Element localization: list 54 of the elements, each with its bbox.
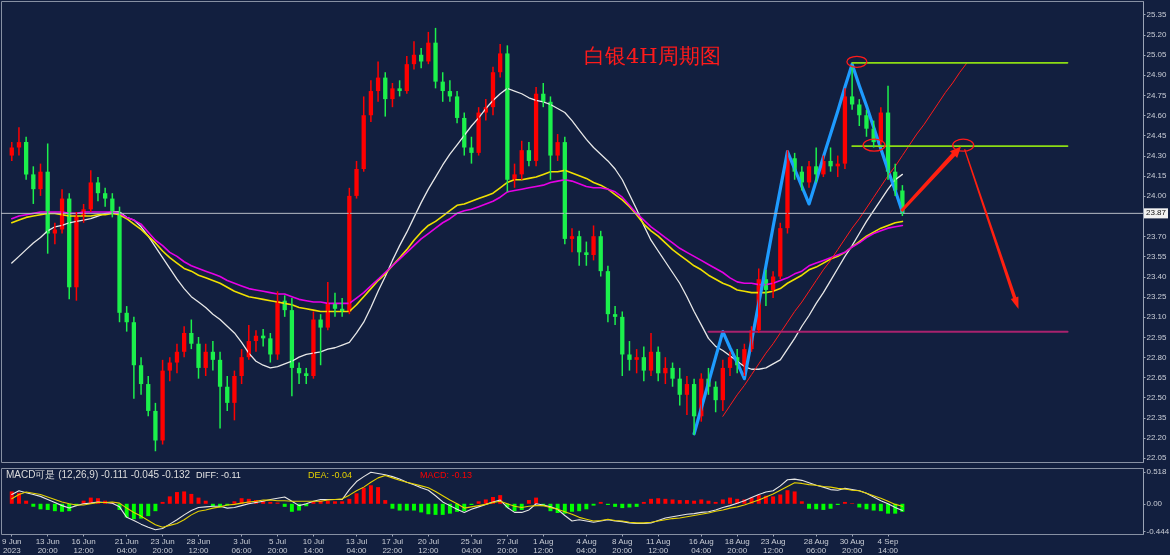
text: DIFF: -0.11 xyxy=(196,470,241,480)
y-tick-label: 25.35 xyxy=(1146,9,1168,19)
y-tick-label: 24.30 xyxy=(1146,151,1168,161)
chart-title: MACD可是 (12,26,9) -0.111 -0.045 -0.132 xyxy=(6,469,191,480)
y-tick-label: 24.00 xyxy=(1146,191,1168,201)
x-tick-label: 23 Jun 20:00 xyxy=(150,536,175,555)
y-tick-label: 22.65 xyxy=(1146,372,1168,382)
y-tick-label: 22.80 xyxy=(1146,352,1168,362)
x-tick-label: 13 Jun 20:00 xyxy=(35,536,60,555)
y-tick-label: 24.15 xyxy=(1146,171,1168,181)
y-tick-label: 23.55 xyxy=(1146,251,1168,261)
x-tick-label: 11 Aug 12:00 xyxy=(646,536,671,555)
y-tick-label: 0.518 xyxy=(1146,467,1168,477)
y-tick-label: 24.90 xyxy=(1146,70,1168,80)
x-tick-label: 23 Aug 12:00 xyxy=(760,536,786,555)
x-tick-label: 25 Jul 04:00 xyxy=(460,536,483,555)
x-tick-label: 30 Aug 20:00 xyxy=(839,536,865,555)
y-tick-label: 24.60 xyxy=(1146,110,1168,120)
x-tick-label: 27 Jul 20:00 xyxy=(496,536,519,555)
y-tick-label: 22.20 xyxy=(1146,433,1168,443)
y-tick-label: 24.45 xyxy=(1146,130,1168,140)
y-tick-label: 22.50 xyxy=(1146,392,1168,402)
y-tick-label: 0.00 xyxy=(1146,499,1163,509)
y-tick-label: -0.444 xyxy=(1146,526,1170,536)
x-tick-label: 4 Aug 04:00 xyxy=(576,536,597,555)
y-tick-label: 23.70 xyxy=(1146,231,1168,241)
x-tick-label: 16 Jun 12:00 xyxy=(71,536,96,555)
x-tick-label: 20 Jul 12:00 xyxy=(417,536,440,555)
x-tick-label: 28 Aug 06:00 xyxy=(803,536,829,555)
y-tick-label: 24.75 xyxy=(1146,90,1168,100)
series-label: DEA: -0.04 xyxy=(308,470,353,480)
y-tick-label: 23.40 xyxy=(1146,272,1168,282)
x-tick-label: 3 Jul 06:00 xyxy=(231,536,253,555)
text: MACD: -0.13 xyxy=(420,470,473,480)
x-tick-label: 28 Jun 12:00 xyxy=(186,536,211,555)
x-tick-label: 21 Jun 04:00 xyxy=(114,536,139,555)
x-tick-label: 8 Aug 20:00 xyxy=(612,536,633,555)
x-tick-label: 13 Jul 04:00 xyxy=(345,536,368,555)
x-tick-label: 10 Jul 14:00 xyxy=(302,536,325,555)
text: 白银4H周期图 xyxy=(584,44,721,68)
y-tick-label: 25.20 xyxy=(1146,30,1168,40)
x-tick-label: 16 Aug 04:00 xyxy=(688,536,714,555)
x-tick-label: 4 Sep 14:00 xyxy=(877,536,900,555)
x-tick-label: 18 Aug 20:00 xyxy=(724,536,750,555)
x-tick-label: 9 Jun 2023 xyxy=(1,536,22,555)
x-tick-label: 17 Jul 22:00 xyxy=(381,536,404,555)
y-tick-label: 22.05 xyxy=(1146,453,1168,463)
y-tick-label: 23.25 xyxy=(1146,292,1168,302)
y-tick-label: 23.10 xyxy=(1146,312,1168,322)
y-tick-label: 22.95 xyxy=(1146,332,1168,342)
x-tick-label: 5 Jul 20:00 xyxy=(267,536,289,555)
y-tick-label: 22.35 xyxy=(1146,413,1168,423)
x-tick-label: 1 Aug 12:00 xyxy=(533,536,554,555)
y-tick-label: 25.05 xyxy=(1146,50,1168,60)
